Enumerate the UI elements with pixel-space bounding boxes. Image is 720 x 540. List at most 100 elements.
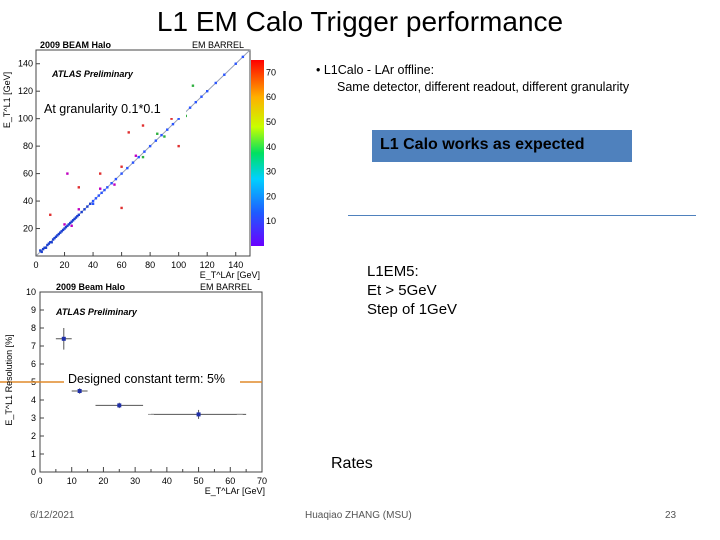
data-point	[94, 197, 98, 200]
data-point	[134, 154, 138, 157]
data-point	[63, 223, 66, 226]
data-point	[99, 187, 102, 190]
resolution-point	[61, 336, 66, 341]
data-point	[141, 124, 145, 127]
data-point	[40, 250, 43, 254]
data-point	[99, 172, 102, 175]
x-tick-label: 60	[225, 476, 235, 486]
data-point	[120, 165, 123, 168]
chart1-ylabel: E_T^L1 [GeV]	[2, 72, 12, 128]
y-axis-ticks: 20 40 60 80 100 120 140	[18, 59, 40, 234]
data-point	[71, 219, 75, 222]
annotation-bg-2	[64, 370, 240, 388]
y-tick-label: 2	[31, 431, 36, 441]
slide-title: L1 EM Calo Trigger performance	[156, 6, 564, 37]
data-point	[234, 62, 237, 65]
y-tick-label: 10	[26, 287, 36, 297]
y-tick-label: 3	[31, 413, 36, 423]
x-tick-label: 120	[200, 260, 215, 270]
chart2-header-left: 2009 Beam Halo	[56, 282, 126, 292]
data-point	[154, 139, 158, 142]
y-tick-label: 6	[31, 359, 36, 369]
trigger-line-1: L1EM5:	[367, 263, 419, 280]
y-tick-label: 9	[31, 305, 36, 315]
colorbar	[251, 60, 264, 246]
resolution-points	[55, 328, 247, 419]
data-point	[59, 231, 62, 234]
data-point	[241, 55, 245, 59]
chart1-header-left: 2009 BEAM Halo	[40, 40, 112, 50]
data-point	[70, 220, 73, 223]
data-point	[43, 246, 46, 249]
chart1-header-right: EM BARREL	[192, 40, 244, 50]
data-point	[206, 90, 209, 93]
data-point	[50, 241, 53, 244]
data-point	[77, 186, 80, 189]
footer-page: 23	[665, 510, 677, 521]
colorbar-tick-label: 60	[266, 92, 276, 102]
trigger-line-2: Et > 5GeV	[367, 282, 437, 299]
data-point	[49, 241, 52, 244]
data-point	[83, 208, 86, 211]
colorbar-tick-label: 30	[266, 167, 276, 177]
data-point	[76, 214, 79, 218]
data-point	[67, 223, 71, 226]
colorbar-tick-label: 40	[266, 142, 276, 152]
data-point	[127, 131, 130, 134]
x-tick-label: 140	[228, 260, 243, 270]
y-tick-label: 20	[23, 224, 33, 234]
chart1-watermark: ATLAS Preliminary	[51, 69, 134, 79]
data-point	[171, 122, 175, 126]
data-points	[39, 55, 245, 254]
data-point	[86, 205, 89, 208]
colorbar-tick-label: 20	[266, 191, 276, 201]
bullet-line-1: • L1Calo - LAr offline:	[316, 63, 435, 77]
data-point	[57, 232, 61, 236]
designed-constant-annotation: Designed constant term: 5%	[68, 372, 225, 386]
y-tick-label: 140	[18, 59, 33, 69]
data-point	[191, 84, 195, 87]
data-point	[70, 224, 73, 227]
data-point	[177, 117, 180, 120]
data-point	[49, 213, 52, 216]
data-point	[41, 247, 45, 251]
y-tick-label: 0	[31, 467, 36, 477]
x-tick-label: 80	[145, 260, 155, 270]
colorbar-tick-label: 70	[266, 67, 276, 77]
x-tick-label: 0	[33, 260, 38, 270]
resolution-point	[117, 403, 122, 408]
data-point	[137, 155, 140, 159]
data-point	[46, 243, 49, 247]
data-point	[63, 227, 66, 230]
data-point	[74, 216, 78, 219]
data-point	[143, 150, 146, 153]
data-point	[200, 95, 203, 98]
data-point	[44, 246, 48, 249]
x-tick-label: 20	[98, 476, 108, 486]
x-tick-label: 50	[194, 476, 204, 486]
resolution-point	[77, 389, 82, 393]
data-point	[110, 182, 113, 185]
chart2-header-right: EM BARREL	[200, 282, 252, 292]
chart1-xlabel: E_T^LAr [GeV]	[200, 270, 260, 280]
y-tick-label: 7	[31, 341, 36, 351]
data-point	[223, 73, 226, 76]
data-point	[166, 128, 169, 131]
y-tick-label: 80	[23, 141, 33, 151]
colorbar-tick-label: 10	[266, 216, 276, 226]
y-tick-label: 60	[23, 169, 33, 179]
data-point	[66, 172, 69, 175]
chart-resolution: 2009 Beam Halo EM BARREL ATLAS Prelimina…	[0, 282, 267, 496]
x-tick-label: 100	[171, 260, 186, 270]
divider-line	[348, 215, 696, 216]
x-tick-label: 30	[130, 476, 140, 486]
data-point	[77, 208, 80, 211]
x-tick-label: 40	[88, 260, 98, 270]
data-point	[214, 81, 217, 85]
data-point	[160, 133, 163, 137]
y-tick-label: 8	[31, 323, 36, 333]
data-point	[64, 225, 68, 229]
x-tick-label: 0	[37, 476, 42, 486]
data-point	[120, 206, 123, 210]
data-point	[53, 236, 56, 240]
